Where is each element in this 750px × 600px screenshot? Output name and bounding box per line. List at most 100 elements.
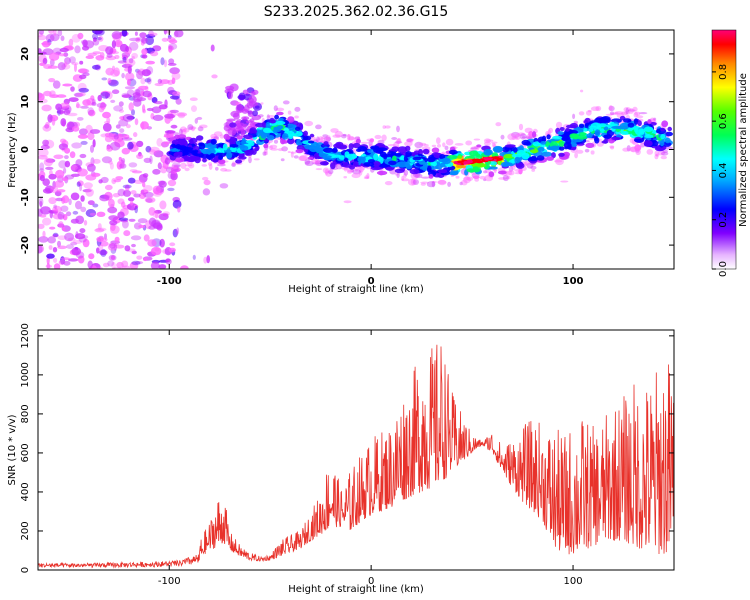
noise-blob (148, 225, 156, 230)
halo-blob (633, 111, 639, 118)
noise-blob (167, 86, 175, 95)
noise-blob (143, 234, 150, 242)
noise-blob (114, 54, 120, 60)
noise-blob (89, 129, 101, 134)
ridge-blob (521, 139, 531, 146)
halo-blob (273, 139, 279, 144)
patch-blob (240, 129, 246, 138)
noise-blob (127, 141, 134, 150)
ridge-blob (235, 141, 241, 145)
noise-blob (78, 87, 89, 93)
noise-blob (145, 198, 153, 203)
noise-blob (53, 257, 58, 263)
noise-blob (62, 226, 66, 231)
ridge-blob (489, 161, 498, 166)
halo-blob (511, 131, 520, 138)
ridge-blob (611, 136, 621, 141)
ridge-blob (243, 134, 253, 140)
noise-blob (71, 247, 81, 256)
halo-blob (554, 159, 563, 163)
halo-blob (180, 128, 187, 136)
ridge-blob (546, 156, 554, 161)
noise-blob (128, 162, 138, 168)
ridge-blob (367, 159, 375, 164)
ridge-blob (409, 169, 420, 175)
noise-blob (135, 261, 144, 265)
noise-blob (122, 189, 132, 197)
halo-blob (507, 133, 517, 141)
y-tick-label: 0 (20, 567, 31, 573)
noise-blob (128, 96, 136, 101)
ridge-blob (518, 168, 523, 175)
noise-blob (164, 130, 176, 134)
halo-blob (531, 168, 536, 172)
ridge-blob (476, 144, 482, 148)
noise-blob (40, 144, 50, 150)
noise-blob (127, 177, 136, 184)
halo-blob (626, 145, 631, 152)
noise-blob (164, 141, 170, 145)
ridge-blob (550, 145, 560, 152)
noise-blob (94, 30, 105, 36)
ridge-blob (599, 123, 607, 128)
noise-blob (168, 45, 174, 52)
noise-blob (74, 233, 86, 240)
noise-blob (83, 182, 93, 189)
noise-blob (122, 219, 129, 229)
ridge-blob (198, 142, 206, 150)
noise-blob (163, 30, 167, 35)
noise-blob (153, 190, 162, 197)
noise-blob (111, 40, 116, 49)
noise-blob (95, 55, 105, 61)
halo-blob (655, 153, 660, 157)
halo-blob (407, 178, 417, 186)
ridge-blob (336, 142, 342, 149)
noise-blob (56, 189, 66, 193)
noise-blob (118, 156, 122, 162)
halo-blob (483, 138, 491, 144)
noise-blob (60, 35, 65, 42)
patch-blob (227, 127, 237, 136)
ridge-blob (276, 111, 284, 116)
patch-blob (254, 105, 260, 109)
ridge-blob (189, 137, 198, 144)
noise-blob (67, 258, 79, 262)
ridge-blob (194, 156, 201, 164)
ridge-blob (644, 134, 654, 139)
noise-blob (38, 34, 47, 41)
noise-blob (133, 132, 138, 138)
halo-blob (210, 133, 218, 139)
noise-blob (128, 58, 134, 64)
ridge-blob (287, 116, 295, 123)
halo-blob (194, 118, 198, 124)
ridge-blob (381, 153, 388, 158)
ridge-blob (313, 152, 319, 160)
noise-blob (136, 153, 144, 159)
halo-blob (401, 175, 405, 181)
halo-blob (404, 141, 413, 147)
halo-blob (260, 102, 264, 105)
noise-blob (151, 106, 162, 114)
halo-blob (588, 109, 592, 113)
noise-blob (115, 176, 124, 181)
noise-blob (42, 57, 48, 65)
noise-blob (152, 168, 161, 175)
noise-blob (60, 102, 70, 109)
halo-blob (500, 134, 505, 140)
halo-blob (381, 134, 387, 142)
noise-blob (46, 253, 55, 259)
noise-blob (42, 217, 52, 226)
y-tick-label: 1200 (20, 323, 31, 348)
halo-blob (346, 169, 353, 174)
halo-blob (574, 152, 578, 159)
ridge-blob (472, 175, 480, 179)
ridge-blob (307, 140, 315, 144)
y-tick-label: 800 (20, 404, 31, 423)
noise-blob (177, 206, 181, 213)
halo-blob (403, 173, 407, 179)
ridge-blob (169, 148, 179, 152)
noise-blob (80, 195, 85, 202)
halo-blob (304, 120, 314, 127)
noise-blob (170, 124, 178, 129)
noise-blob (45, 121, 50, 127)
